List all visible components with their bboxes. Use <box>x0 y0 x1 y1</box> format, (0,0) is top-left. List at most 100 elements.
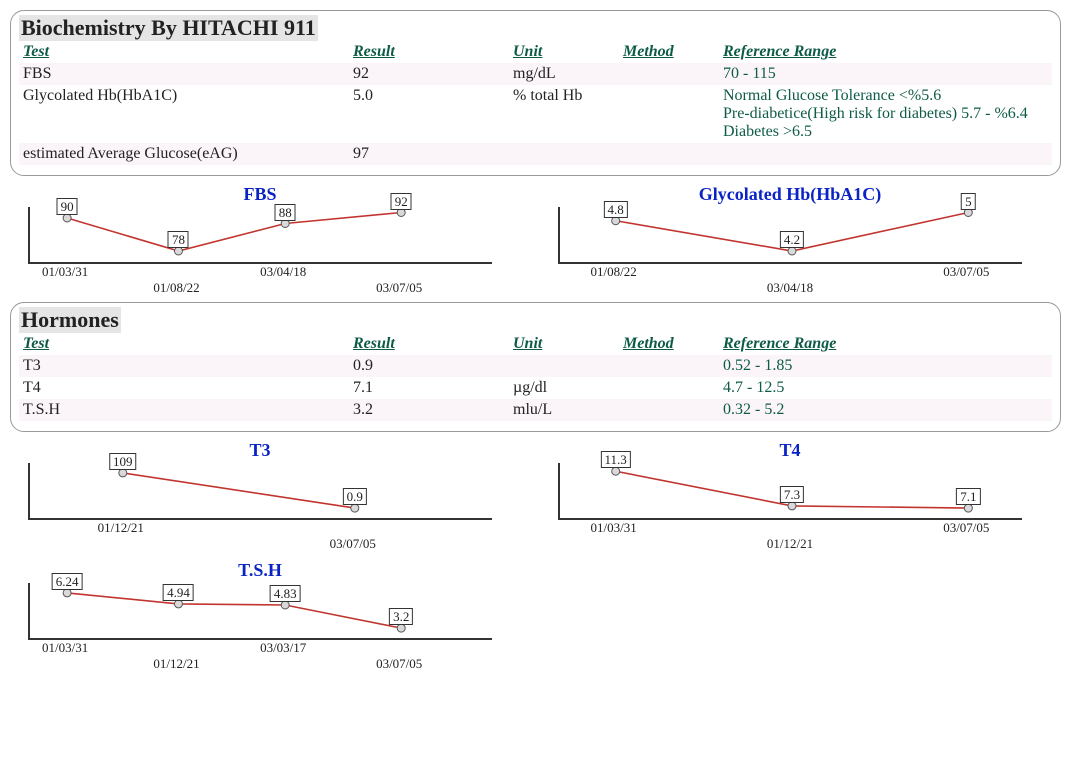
chart-x-label: 03/07/05 <box>330 536 376 552</box>
th-test: Test <box>19 41 349 63</box>
cell-range: 0.32 - 5.2 <box>719 399 1052 421</box>
table-header-row: Test Result Unit Method Reference Range <box>19 333 1052 355</box>
chart-value-label: 11.3 <box>601 451 631 468</box>
chart-x-axis: 01/03/3101/12/2103/03/1703/07/05 <box>28 640 492 674</box>
chart-value-label: 4.94 <box>163 584 194 601</box>
cell-test: T.S.H <box>19 399 349 421</box>
cell-unit <box>509 355 619 377</box>
cell-range: 4.7 - 12.5 <box>719 377 1052 399</box>
cell-unit: µg/dl <box>509 377 619 399</box>
cell-result: 3.2 <box>349 399 509 421</box>
th-range: Reference Range <box>719 333 1052 355</box>
table-row: FBS92mg/dL 70 - 115 <box>19 63 1052 85</box>
th-test: Test <box>19 333 349 355</box>
chart-value-label: 6.24 <box>52 573 83 590</box>
chart-x-axis: 01/12/21 03/07/05 <box>28 520 492 554</box>
chart-value-label: 5 <box>961 193 976 210</box>
table-row: Glycolated Hb(HbA1C)5.0% total HbNormal … <box>19 85 1052 143</box>
table-row: T47.1µg/dl 4.7 - 12.5 <box>19 377 1052 399</box>
th-result: Result <box>349 41 509 63</box>
cell-test: Glycolated Hb(HbA1C) <box>19 85 349 143</box>
chart-x-label: 01/03/31 <box>42 640 88 656</box>
cell-unit <box>509 143 619 165</box>
chart-x-label: 03/07/05 <box>376 656 422 672</box>
chart-value-label: 4.8 <box>604 201 628 218</box>
chart-x-label: 01/12/21 <box>767 536 813 552</box>
chart-title: T3 <box>10 440 510 461</box>
biochemistry-table: Test Result Unit Method Reference Range … <box>19 41 1052 165</box>
cell-result: 0.9 <box>349 355 509 377</box>
chart-x-label: 03/04/18 <box>767 280 813 296</box>
chart-x-axis: 01/03/3101/08/2203/04/1803/07/05 <box>28 264 492 298</box>
th-result: Result <box>349 333 509 355</box>
cell-test: estimated Average Glucose(eAG) <box>19 143 349 165</box>
cell-test: T4 <box>19 377 349 399</box>
hormone-charts-row-2: T.S.H6.24 4.94 4.83 3.2 01/03/31 01/12/21 03/0… <box>10 560 1061 674</box>
chart-title: T.S.H <box>10 560 510 581</box>
chart-value-label: 109 <box>109 453 137 470</box>
chart-x-label: 01/12/21 <box>98 520 144 536</box>
table-row: T30.9 0.52 - 1.85 <box>19 355 1052 377</box>
biochem-charts-row: FBS9078889201/03/31 01/08/22 03/04/18 03/07… <box>10 184 1061 298</box>
hormones-title: Hormones <box>19 307 121 333</box>
chart-x-label: 01/08/22 <box>591 264 637 280</box>
cell-method <box>619 377 719 399</box>
cell-range: 70 - 115 <box>719 63 1052 85</box>
table-row: T.S.H3.2mlu/L 0.32 - 5.2 <box>19 399 1052 421</box>
cell-method <box>619 355 719 377</box>
th-unit: Unit <box>509 41 619 63</box>
cell-result: 97 <box>349 143 509 165</box>
biochem-tbody: FBS92mg/dL70 - 115Glycolated Hb(HbA1C)5.… <box>19 63 1052 165</box>
chart-t4: T411.37.37.101/03/3101/12/2103/07/05 <box>540 440 1040 554</box>
cell-test: T3 <box>19 355 349 377</box>
chart-x-axis: 01/03/31 01/12/21 03/07/05 <box>558 520 1022 554</box>
cell-unit: mg/dL <box>509 63 619 85</box>
chart-x-label: 01/03/31 <box>591 520 637 536</box>
chart-x-label: 01/03/31 <box>42 264 88 280</box>
biochemistry-panel: Biochemistry By HITACHI 911 Test Result … <box>10 10 1061 176</box>
cell-method <box>619 63 719 85</box>
cell-result: 92 <box>349 63 509 85</box>
cell-unit: % total Hb <box>509 85 619 143</box>
table-row: estimated Average Glucose(eAG)97 <box>19 143 1052 165</box>
chart-x-label: 03/04/18 <box>260 264 306 280</box>
chart-value-label: 0.9 <box>343 488 367 505</box>
cell-method <box>619 399 719 421</box>
chart-hba1c: Glycolated Hb(HbA1C)4.84.2501/08/2203/04… <box>540 184 1040 298</box>
chart-plot-area: 90788892 <box>28 207 492 264</box>
cell-unit: mlu/L <box>509 399 619 421</box>
hormone-charts-row-1: T31090.901/12/2103/07/05 T411.37.37.101/… <box>10 440 1061 554</box>
chart-plot-area: 11.37.37.1 <box>558 463 1022 520</box>
cell-range: 0.52 - 1.85 <box>719 355 1052 377</box>
chart-value-label: 7.3 <box>780 486 804 503</box>
chart-x-label: 03/07/05 <box>943 264 989 280</box>
cell-test: FBS <box>19 63 349 85</box>
chart-title: FBS <box>10 184 510 205</box>
chart-x-label: 03/07/05 <box>943 520 989 536</box>
chart-value-label: 3.2 <box>389 608 413 625</box>
chart-value-label: 4.83 <box>270 585 301 602</box>
chart-tsh: T.S.H6.24 4.94 4.83 3.2 01/03/31 01/12/21 03/0… <box>10 560 510 674</box>
hormones-tbody: T30.90.52 - 1.85T47.1µg/dl4.7 - 12.5T.S.… <box>19 355 1052 421</box>
cell-range <box>719 143 1052 165</box>
chart-x-label: 03/07/05 <box>376 280 422 296</box>
th-range: Reference Range <box>719 41 1052 63</box>
chart-fbs: FBS9078889201/03/3101/08/2203/04/1803/07… <box>10 184 510 298</box>
chart-value-label: 88 <box>275 204 296 221</box>
hormones-table: Test Result Unit Method Reference Range … <box>19 333 1052 421</box>
chart-plot-area: 4.84.25 <box>558 207 1022 264</box>
chart-plot-area: 6.244.944.833.2 <box>28 583 492 640</box>
chart-value-label: 4.2 <box>780 231 804 248</box>
chart-x-label: 01/12/21 <box>153 656 199 672</box>
chart-value-label: 7.1 <box>956 488 980 505</box>
th-method: Method <box>619 41 719 63</box>
th-unit: Unit <box>509 333 619 355</box>
th-method: Method <box>619 333 719 355</box>
chart-t3: T31090.901/12/2103/07/05 <box>10 440 510 554</box>
cell-result: 5.0 <box>349 85 509 143</box>
chart-value-label: 92 <box>391 193 412 210</box>
chart-plot-area: 1090.9 <box>28 463 492 520</box>
chart-x-axis: 01/08/22 03/04/18 03/07/05 <box>558 264 1022 298</box>
cell-result: 7.1 <box>349 377 509 399</box>
table-header-row: Test Result Unit Method Reference Range <box>19 41 1052 63</box>
